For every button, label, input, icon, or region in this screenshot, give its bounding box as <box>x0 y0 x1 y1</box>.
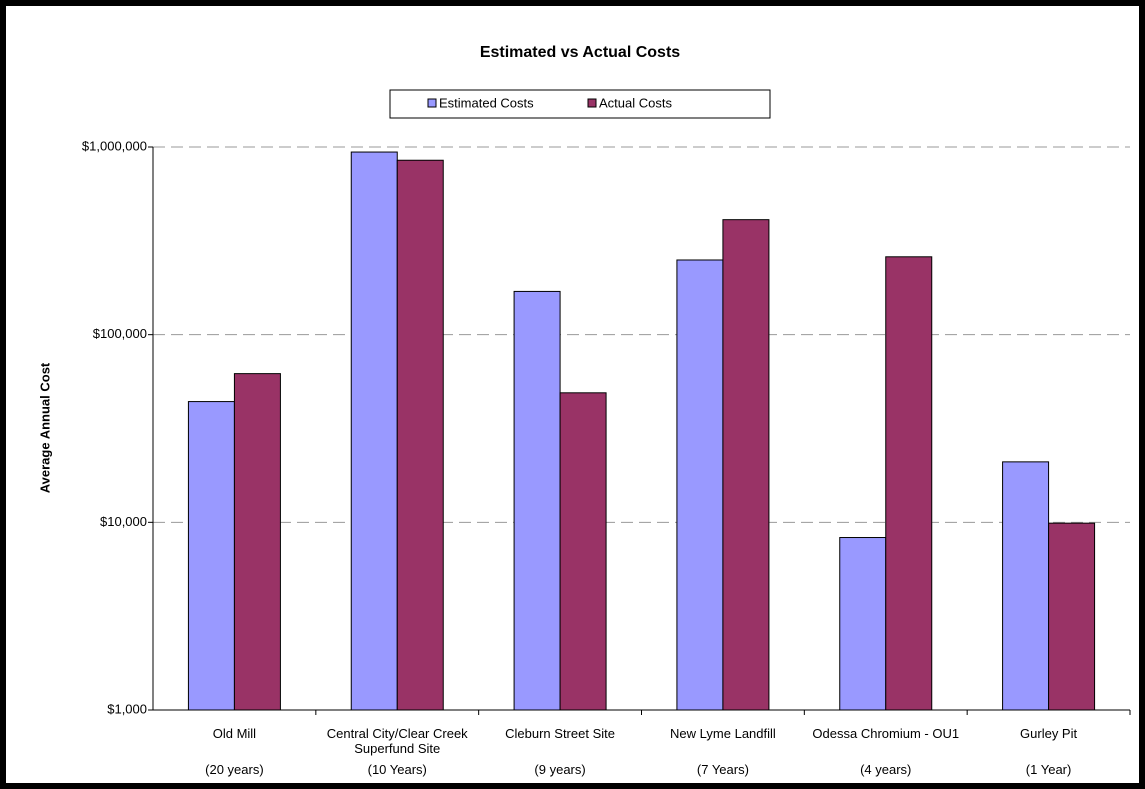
bar <box>722 219 770 711</box>
chart-title: Estimated vs Actual Costs <box>480 44 680 61</box>
x-tick-label: New Lyme Landfill (7 Years) <box>642 726 805 786</box>
bar <box>1048 522 1096 711</box>
bar <box>885 256 933 711</box>
legend-swatch <box>427 98 437 108</box>
bar <box>559 392 607 711</box>
bar <box>676 259 724 711</box>
bar <box>839 537 887 711</box>
x-tick-label: Odessa Chromium - OU1 (4 years) <box>804 726 967 786</box>
x-tick-label-line: (20 years) <box>205 762 264 777</box>
bar <box>513 290 561 711</box>
y-tick-label: $100,000 <box>93 326 147 341</box>
x-tick-label-line: (1 Year) <box>1025 762 1072 777</box>
bar <box>233 373 281 711</box>
legend-swatch <box>587 98 597 108</box>
x-tick-label-line: Odessa Chromium - OU1 <box>812 726 960 741</box>
bar <box>396 159 444 711</box>
y-tick-label: $1,000,000 <box>82 138 147 153</box>
x-tick-label-line: (9 years) <box>534 762 586 777</box>
y-axis-label: Average Annual Cost <box>37 362 52 493</box>
bar <box>350 151 398 711</box>
x-tick-label-line: Old Mill <box>212 726 257 741</box>
bar <box>187 401 235 711</box>
y-tick-label: $1,000 <box>107 701 147 716</box>
x-tick-label-line: Gurley Pit <box>1020 726 1078 741</box>
x-tick-label-line: Cleburn Street Site <box>505 726 615 741</box>
x-tick-label: Cleburn Street Site (9 years) <box>479 726 642 786</box>
x-tick-label-line: (10 Years) <box>367 762 427 777</box>
y-tick-label: $10,000 <box>100 514 147 529</box>
x-tick-label-line: Central City/Clear Creek Superfund Site <box>326 726 468 756</box>
legend-label: Estimated Costs <box>439 95 534 110</box>
x-tick-label-line: (7 Years) <box>696 762 749 777</box>
x-tick-label: Central City/Clear Creek Superfund Site (… <box>316 726 479 786</box>
x-tick-label-line: New Lyme Landfill <box>670 726 776 741</box>
x-tick-label: Old Mill (20 years) <box>153 726 316 786</box>
bar <box>1002 461 1050 711</box>
x-tick-label-line: (4 years) <box>860 762 912 777</box>
legend-label: Actual Costs <box>599 95 672 110</box>
legend-box <box>389 89 771 119</box>
x-tick-label: Gurley Pit (1 Year) <box>967 726 1130 786</box>
